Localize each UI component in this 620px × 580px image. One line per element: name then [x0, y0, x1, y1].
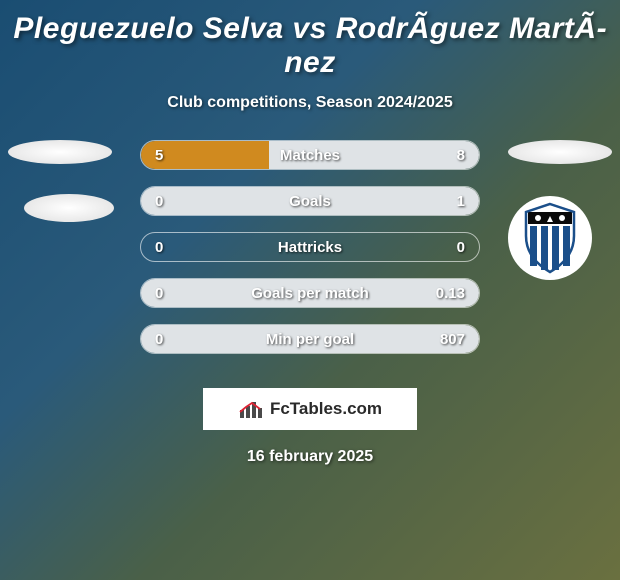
stat-row: 0 Min per goal 807: [140, 324, 480, 354]
stat-value-left: 5: [155, 147, 163, 164]
right-club-badge: [508, 196, 592, 280]
stat-value-right: 8: [457, 147, 465, 164]
card-subtitle: Club competitions, Season 2024/2025: [167, 94, 452, 112]
stat-value-left: 0: [155, 331, 163, 348]
right-crest-ellipse: [508, 140, 612, 164]
stat-value-left: 0: [155, 193, 163, 210]
stat-row: 5 Matches 8: [140, 140, 480, 170]
stat-label: Goals per match: [251, 285, 369, 302]
stat-label: Min per goal: [266, 331, 354, 348]
stat-label: Matches: [280, 147, 340, 164]
stat-row: 0 Goals 1: [140, 186, 480, 216]
card-date: 16 february 2025: [247, 448, 373, 466]
left-crest-ellipse: [8, 140, 112, 164]
stat-row: 0 Goals per match 0.13: [140, 278, 480, 308]
stat-value-right: 807: [440, 331, 465, 348]
stats-area: 5 Matches 8 0 Goals 1 0 Hattricks 0 0 Goals per ma…: [0, 140, 620, 370]
barchart-icon: [238, 398, 266, 420]
branding-text: FcTables.com: [270, 399, 382, 419]
stat-value-left: 0: [155, 285, 163, 302]
stat-value-right: 0: [457, 239, 465, 256]
card-title: Pleguezuelo Selva vs RodrÃ­guez MartÃ­ne…: [0, 12, 620, 80]
comparison-card: Pleguezuelo Selva vs RodrÃ­guez MartÃ­ne…: [0, 0, 620, 580]
stat-label: Goals: [289, 193, 331, 210]
stat-label: Hattricks: [278, 239, 342, 256]
shield-icon: [508, 196, 592, 280]
stat-value-left: 0: [155, 239, 163, 256]
branding-box: FcTables.com: [203, 388, 417, 430]
left-crest-ellipse-2: [24, 194, 114, 222]
stat-row: 0 Hattricks 0: [140, 232, 480, 262]
stat-value-right: 0.13: [436, 285, 465, 302]
stat-value-right: 1: [457, 193, 465, 210]
